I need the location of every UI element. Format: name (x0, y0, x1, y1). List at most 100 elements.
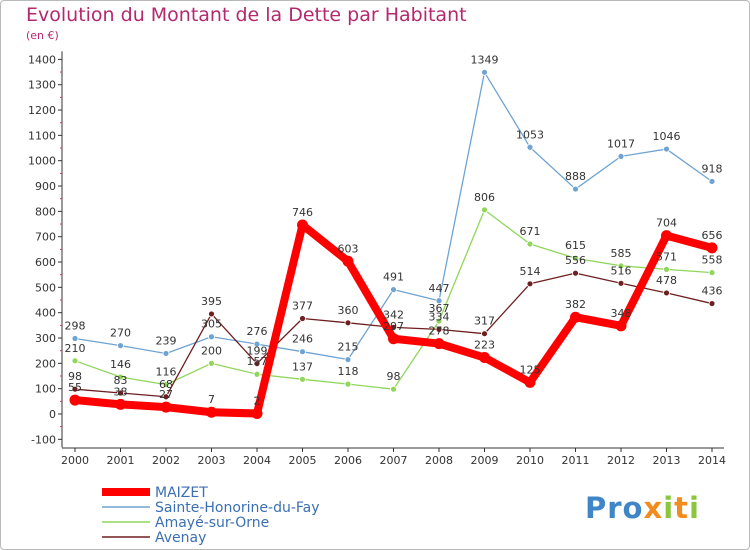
data-label-maizet: 382 (565, 298, 586, 311)
data-point-amay-sur-orne (526, 240, 534, 248)
legend-label-maizet: MAIZET (155, 485, 208, 501)
data-label-amay-sur-orne: 116 (156, 366, 177, 379)
data-point-avenay (253, 360, 261, 367)
y-tick-label: 500 (35, 281, 56, 294)
x-tick-label: 2014 (698, 454, 726, 467)
data-point-amay-sur-orne (71, 357, 79, 365)
data-label-sainte-honorine-du-fay: 1046 (653, 130, 681, 143)
data-label-avenay: 514 (520, 265, 541, 278)
data-point-avenay (208, 310, 215, 318)
chart-unit: (en €) (26, 29, 59, 42)
data-point-amay-sur-orne (162, 381, 170, 389)
data-label-sainte-honorine-du-fay: 1017 (607, 137, 635, 150)
data-label-amay-sur-orne: 571 (656, 250, 677, 263)
data-point-maizet (524, 376, 536, 388)
data-label-sainte-honorine-du-fay: 1053 (516, 128, 544, 141)
data-label-amay-sur-orne: 98 (387, 370, 401, 383)
legend-label-avenay: Avenay (155, 530, 206, 546)
data-point-sainte-honorine-du-fay (708, 178, 716, 185)
data-point-amay-sur-orne (572, 254, 579, 262)
x-tick-label: 2007 (380, 454, 408, 467)
y-tick-label: 800 (35, 205, 56, 218)
data-point-sainte-honorine-du-fay (208, 333, 215, 341)
data-point-amay-sur-orne (708, 269, 716, 277)
logo-text-pro: Pro (585, 491, 644, 525)
data-point-maizet (115, 398, 126, 410)
data-point-avenay (708, 300, 716, 307)
data-point-avenay (71, 385, 79, 393)
data-point-amay-sur-orne (617, 262, 625, 270)
data-point-sainte-honorine-du-fay (663, 145, 670, 153)
y-tick-label: 1300 (28, 79, 56, 92)
data-point-sainte-honorine-du-fay (617, 152, 625, 160)
logo-text-x: x (643, 491, 664, 525)
data-point-maizet (615, 320, 627, 332)
x-tick-label: 2002 (152, 454, 180, 467)
data-point-maizet (206, 406, 217, 418)
data-point-sainte-honorine-du-fay (481, 68, 488, 76)
data-label-sainte-honorine-du-fay: 246 (292, 333, 313, 346)
data-point-avenay (663, 289, 670, 297)
x-tick-label: 2006 (334, 454, 362, 467)
data-point-sainte-honorine-du-fay (162, 350, 170, 357)
y-tick-label: 300 (35, 332, 56, 345)
data-point-avenay (299, 315, 306, 322)
data-label-maizet: 348 (611, 307, 632, 320)
data-label-maizet: 38 (114, 385, 128, 398)
data-label-maizet: 278 (429, 325, 450, 338)
data-point-maizet (479, 352, 490, 364)
x-tick-label: 2005 (289, 454, 317, 467)
data-label-sainte-honorine-du-fay: 447 (429, 282, 450, 295)
data-label-avenay: 377 (292, 300, 313, 313)
y-tick-label: 600 (35, 256, 56, 269)
y-tick-label: 100 (35, 383, 56, 396)
data-point-maizet (160, 401, 172, 413)
data-label-maizet: 55 (68, 381, 82, 394)
data-label-avenay: 317 (474, 315, 495, 328)
data-point-maizet (433, 338, 445, 350)
data-point-sainte-honorine-du-fay (253, 340, 261, 348)
data-point-sainte-honorine-du-fay (572, 185, 579, 193)
data-point-amay-sur-orne (208, 359, 215, 367)
x-tick-label: 2001 (107, 454, 135, 467)
data-point-maizet (706, 242, 718, 254)
data-point-avenay (481, 330, 488, 338)
data-label-sainte-honorine-du-fay: 491 (383, 271, 404, 284)
data-label-avenay: 199 (247, 345, 268, 358)
data-label-maizet: 27 (159, 388, 173, 401)
data-label-amay-sur-orne: 615 (565, 239, 586, 252)
x-tick-label: 2011 (562, 454, 590, 467)
data-label-avenay: 556 (565, 254, 586, 267)
y-tick-label: 900 (35, 180, 56, 193)
logo-text-t: t (674, 491, 690, 525)
data-point-sainte-honorine-du-fay (390, 286, 397, 294)
data-point-sainte-honorine-du-fay (117, 342, 124, 350)
data-point-amay-sur-orne (663, 265, 670, 273)
legend-label-amay-sur-orne: Amayé-sur-Orne (155, 515, 269, 531)
data-label-amay-sur-orne: 137 (292, 360, 313, 373)
data-point-avenay (344, 319, 352, 327)
data-label-maizet: 746 (292, 206, 313, 219)
y-tick-label: 200 (35, 357, 56, 370)
logo-text-i2: i (689, 491, 700, 525)
x-tick-label: 2012 (607, 454, 635, 467)
x-tick-label: 2000 (61, 454, 89, 467)
data-point-amay-sur-orne (390, 385, 397, 393)
data-point-sainte-honorine-du-fay (344, 356, 352, 363)
data-label-avenay: 360 (338, 304, 359, 317)
data-point-maizet (342, 255, 354, 267)
data-label-amay-sur-orne: 585 (611, 247, 632, 260)
data-label-avenay: 342 (383, 308, 404, 321)
data-label-sainte-honorine-du-fay: 888 (565, 170, 586, 183)
data-point-maizet (570, 311, 581, 323)
data-point-amay-sur-orne (435, 317, 443, 325)
x-tick-label: 2008 (425, 454, 453, 467)
data-label-amay-sur-orne: 146 (110, 358, 131, 371)
data-label-maizet: 603 (338, 242, 359, 255)
data-label-avenay: 98 (68, 370, 82, 383)
data-point-avenay (162, 393, 170, 401)
x-tick-label: 2003 (198, 454, 226, 467)
data-point-amay-sur-orne (299, 375, 306, 383)
